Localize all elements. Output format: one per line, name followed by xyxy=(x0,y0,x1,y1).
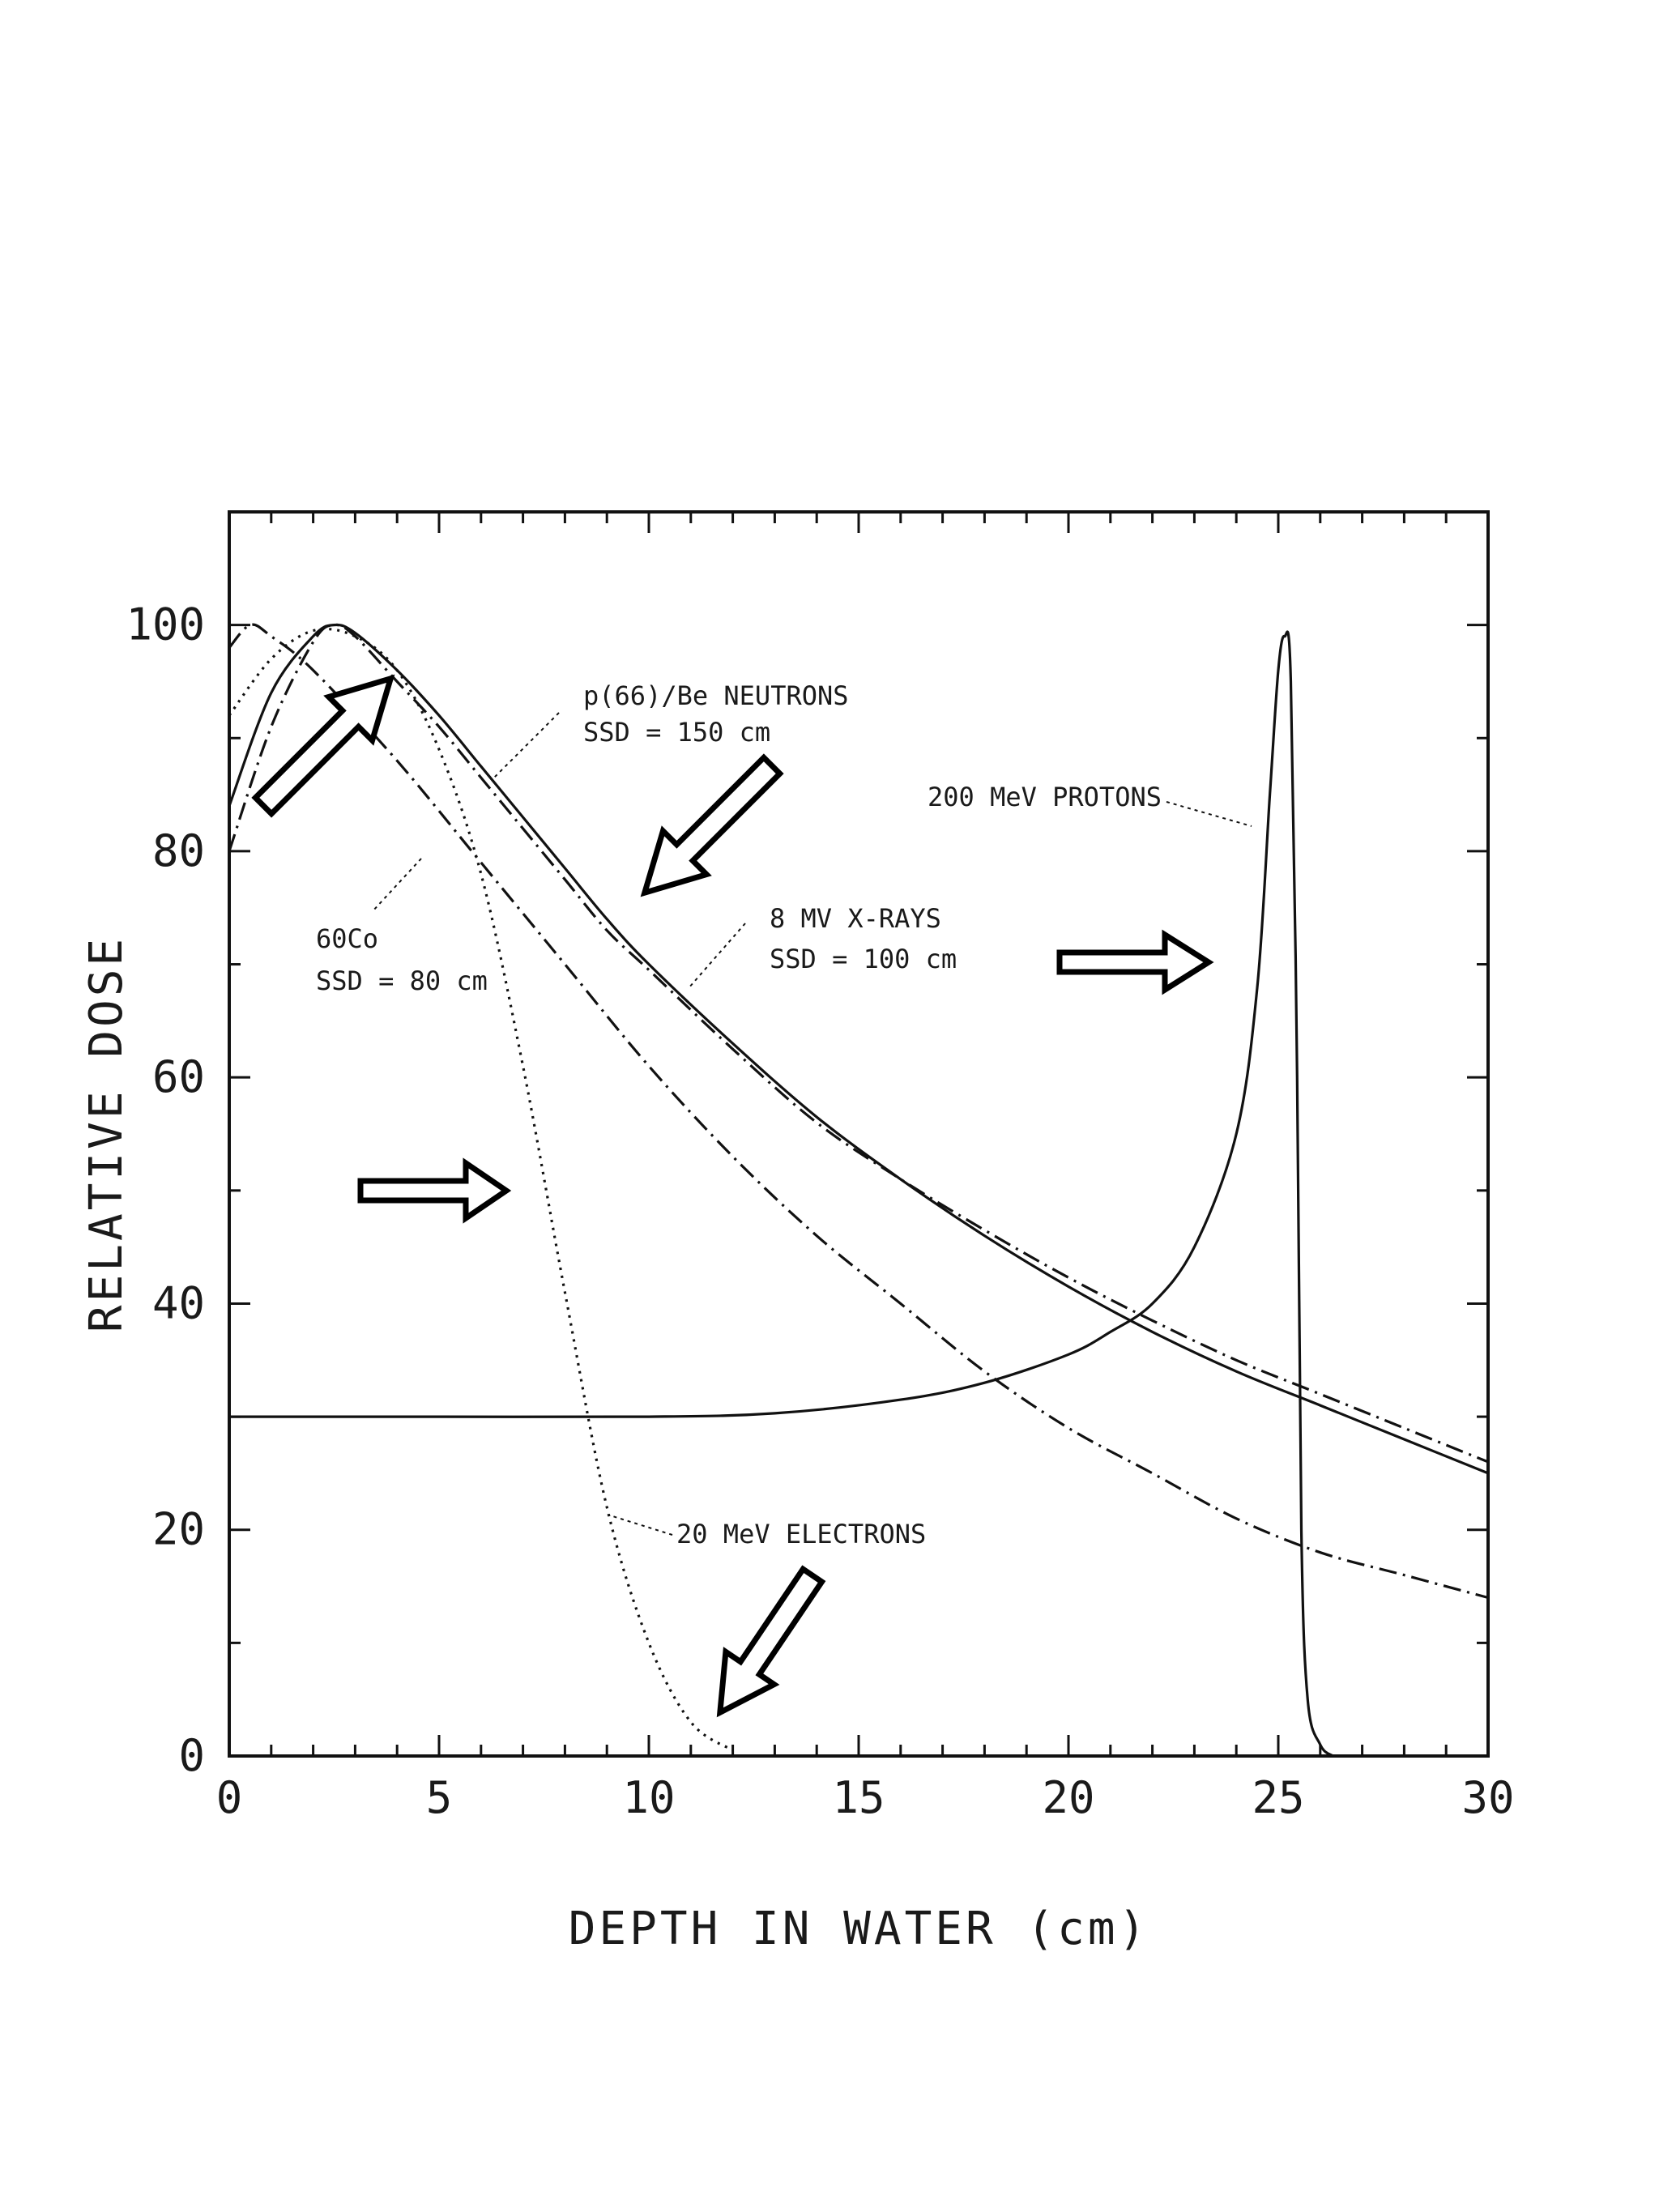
y-tick-label: 0 xyxy=(178,1730,205,1781)
y-tick-label: 60 xyxy=(152,1051,205,1102)
annotation-xrays-line1: 8 MV X-RAYS xyxy=(770,903,941,934)
arrow-down-left-icon xyxy=(716,1565,826,1718)
xrays-leader xyxy=(688,923,746,989)
y-axis-label: RELATIVE DOSE xyxy=(80,936,133,1332)
x-tick-label: 0 xyxy=(216,1772,243,1823)
x-tick-label: 15 xyxy=(832,1772,885,1823)
annotation-xrays-line2: SSD = 100 cm xyxy=(770,944,957,974)
series-group xyxy=(228,623,1489,1758)
overlay-arrows xyxy=(251,674,1214,1718)
series-line-cobalt xyxy=(228,623,1489,1600)
y-tick-label: 20 xyxy=(152,1504,205,1555)
x-tick-label: 20 xyxy=(1042,1772,1094,1823)
cobalt-leader xyxy=(372,858,422,912)
x-tick-label: 30 xyxy=(1461,1772,1514,1823)
electrons-leader xyxy=(607,1514,673,1536)
series-line-electrons xyxy=(228,628,734,1752)
protons-leader xyxy=(1166,801,1252,827)
annotations: p(66)/Be NEUTRONS SSD = 150 cm 200 MeV P… xyxy=(316,680,1162,1549)
annotation-electrons-line1: 20 MeV ELECTRONS xyxy=(676,1519,926,1549)
annotation-neutrons-line1: p(66)/Be NEUTRONS xyxy=(583,680,849,711)
x-tick-label: 25 xyxy=(1252,1772,1304,1823)
annotation-cobalt-line2: SSD = 80 cm xyxy=(316,965,488,996)
arrow-up-right-icon xyxy=(251,674,395,818)
y-tick-label: 40 xyxy=(152,1277,205,1328)
arrow-right-icon xyxy=(357,1157,512,1224)
arrow-down-left-icon xyxy=(640,753,784,897)
series-line-xrays xyxy=(228,623,1489,1464)
x-tick-label: 5 xyxy=(426,1772,453,1823)
annotation-cobalt-line1: 60Co xyxy=(316,923,378,954)
arrow-right-icon xyxy=(1056,929,1214,995)
y-tick-label: 100 xyxy=(126,599,205,650)
annotation-neutrons-line2: SSD = 150 cm xyxy=(583,717,770,748)
x-axis-label: DEPTH IN WATER (cm) xyxy=(569,1903,1149,1955)
annotation-protons-line1: 200 MeV PROTONS xyxy=(928,782,1162,812)
annotation-leaders xyxy=(372,712,1252,1536)
x-tick-label: 10 xyxy=(622,1772,675,1823)
series-line-neutrons xyxy=(228,623,1489,1475)
y-tick-label: 80 xyxy=(152,825,205,876)
plot-frame xyxy=(228,510,1490,1758)
neutrons-leader xyxy=(493,712,560,778)
axis-ticks xyxy=(228,510,1490,1758)
axis-tick-labels: 0 5 10 15 20 25 30 0 20 40 60 80 100 xyxy=(126,599,1514,1823)
series-line-protons xyxy=(229,630,1334,1758)
